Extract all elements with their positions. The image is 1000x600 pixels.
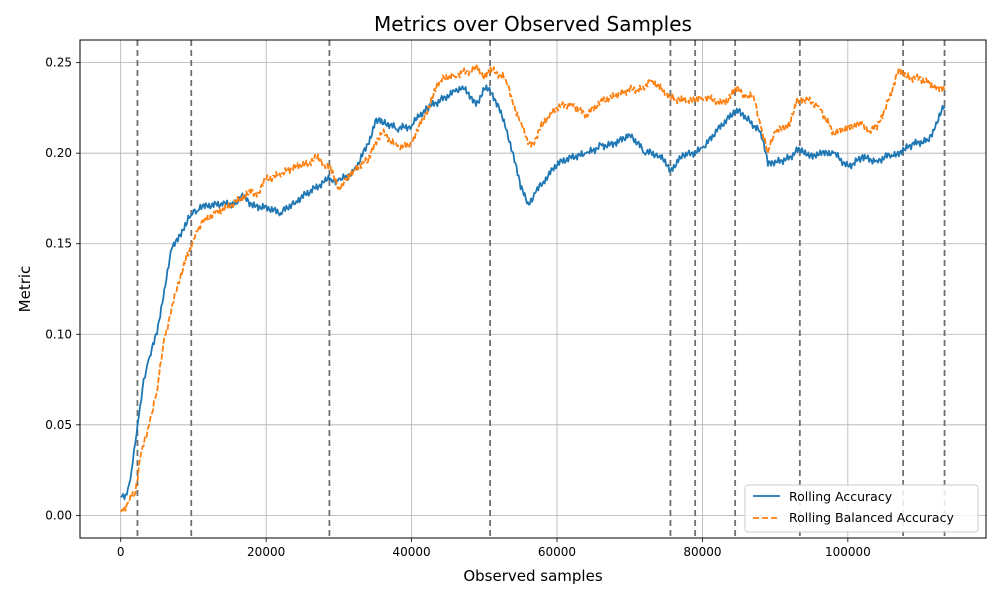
x-tick-label: 20000 (247, 545, 285, 559)
x-tick-label: 0 (117, 545, 125, 559)
series-line-rolling-balanced-accuracy (119, 63, 946, 513)
legend-label-rolling-balanced-accuracy: Rolling Balanced Accuracy (789, 510, 954, 525)
x-tick-label: 60000 (538, 545, 576, 559)
y-tick-label: 0.25 (45, 56, 72, 70)
y-tick-label: 0.10 (45, 327, 72, 341)
plot-frame (79, 39, 987, 539)
vertical-markers (136, 40, 946, 538)
x-tick-label: 40000 (392, 545, 430, 559)
y-tick-label: 0.20 (45, 146, 72, 160)
x-axis-label: Observed samples (463, 567, 602, 585)
y-tick-label: 0.00 (45, 508, 72, 522)
x-tick-label: 80000 (683, 545, 721, 559)
y-tick-label: 0.15 (45, 237, 72, 251)
chart-title: Metrics over Observed Samples (374, 12, 692, 36)
x-tick-label: 100000 (825, 545, 871, 559)
legend-label-rolling-accuracy: Rolling Accuracy (789, 489, 893, 504)
series-lines (119, 63, 946, 513)
y-tick-label: 0.05 (45, 418, 72, 432)
legend-box (744, 484, 979, 533)
axis-ticks: 0 20000 40000 60000 80000 100000 0.00 0.05 0.10 0… (45, 56, 870, 559)
series-line-rolling-accuracy (120, 84, 946, 500)
y-axis-label: Metric (16, 266, 34, 313)
legend: Rolling Accuracy Rolling Balanced Accura… (744, 484, 979, 533)
